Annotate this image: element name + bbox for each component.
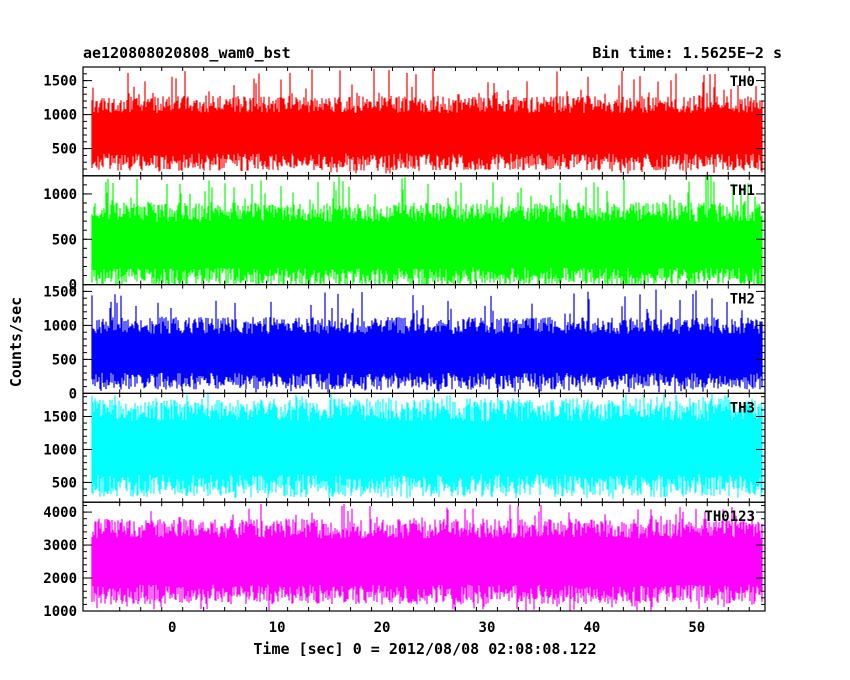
y-tick-label: 1500 — [43, 74, 77, 90]
series-label-th0: TH0 — [730, 74, 755, 90]
y-tick-label: 3000 — [43, 538, 77, 554]
y-tick-label: 1000 — [43, 108, 77, 124]
x-tick-label: 0 — [168, 620, 176, 636]
y-tick-label: 0 — [69, 278, 77, 294]
x-tick-label: 20 — [374, 620, 391, 636]
chart-title-left: ae120808020808_wam0_bst — [83, 44, 291, 62]
y-tick-label: 500 — [52, 475, 77, 491]
x-axis-label: Time [sec] 0 = 2012/08/08 02:08:08.122 — [253, 640, 597, 658]
series-label-th2: TH2 — [730, 292, 755, 308]
y-tick-label: 1500 — [43, 409, 77, 425]
series-line-th0 — [91, 68, 763, 174]
y-tick-label: 4000 — [43, 505, 77, 521]
y-tick-label: 1000 — [43, 187, 77, 203]
x-tick-label: 10 — [269, 620, 286, 636]
series-line-th2 — [91, 289, 763, 393]
y-tick-label: 500 — [52, 352, 77, 368]
panel-frame — [82, 501, 766, 612]
chart-title-right: Bin time: 1.5625E−2 s — [592, 44, 782, 62]
series-line-th0123 — [91, 504, 763, 611]
series-label-th3: TH3 — [730, 400, 755, 416]
series-line-th1 — [91, 175, 763, 285]
series-label-th1: TH1 — [730, 183, 755, 199]
y-tick-label: 0 — [69, 386, 77, 402]
x-tick-label: 50 — [688, 620, 705, 636]
x-tick-label: 40 — [583, 620, 600, 636]
series-line-th3 — [91, 393, 763, 499]
y-tick-label: 1000 — [43, 442, 77, 458]
x-tick-label: 30 — [479, 620, 496, 636]
y-tick-label: 1500 — [43, 284, 77, 300]
y-tick-label: 2000 — [43, 571, 77, 587]
y-tick-label: 1000 — [43, 604, 77, 620]
y-tick-label: 500 — [52, 232, 77, 248]
y-tick-label: 1000 — [43, 318, 77, 334]
series-label-th0123: TH0123 — [704, 509, 755, 525]
y-tick-label: 500 — [52, 142, 77, 158]
